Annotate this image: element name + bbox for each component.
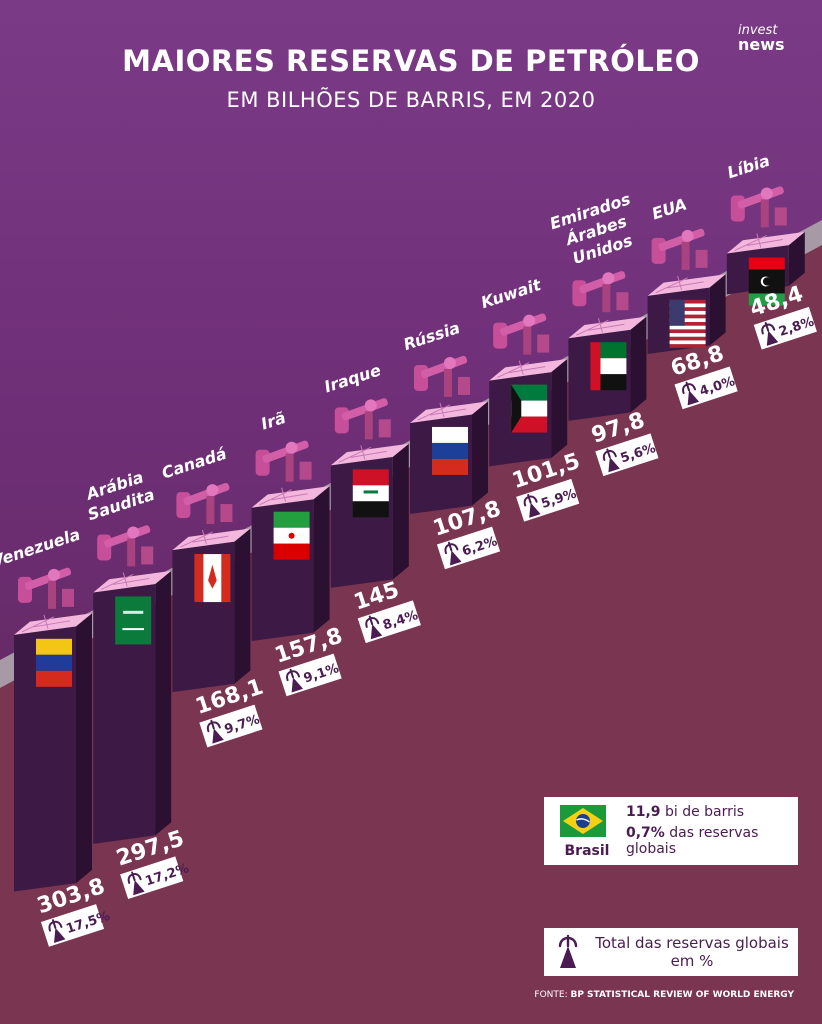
flag-russia-icon (432, 426, 468, 475)
country-label-line: Canadá (159, 444, 229, 483)
brasil-name: Brasil (564, 843, 610, 859)
country-label: Iraque (322, 360, 383, 396)
bar-front (93, 584, 156, 844)
brasil-share: 0,7% das reservas globais (626, 825, 794, 857)
oil-well-top-icon (655, 275, 704, 294)
pumpjack-kuwait-icon (493, 313, 550, 355)
bar-group-arabia-saudita: 297,517,2%ArábiaSaudita (79, 466, 191, 900)
oil-well-top-icon (21, 614, 71, 633)
bar-front (14, 626, 76, 892)
pumpjack-emirados-arabes-unidos-icon (572, 271, 629, 313)
bar-side (709, 274, 726, 346)
oil-well-top-icon (180, 529, 229, 548)
flag-kuwait-icon (511, 384, 548, 433)
pumpjack-ira-icon (255, 440, 312, 482)
bar-side (551, 358, 568, 458)
source-name: BP STATISTICAL REVIEW OF WORLD ENERGY (570, 990, 794, 1000)
brasil-reserves-value: 11,9 (626, 804, 661, 820)
chart-subtitle: EM BILHÕES DE BARRIS, EM 2020 (226, 88, 596, 112)
flag-usa-icon (669, 299, 706, 348)
brasil-reserves-unit: bi de barris (660, 804, 745, 820)
bar-side (472, 401, 488, 506)
logo-line1: invest (738, 23, 778, 38)
country-label-line: Iraque (322, 360, 383, 396)
brand-logo: invest news (738, 23, 785, 54)
logo-line2: news (738, 35, 785, 54)
country-label: Canadá (159, 444, 229, 483)
pumpjack-canada-icon (176, 482, 233, 525)
bar-side (76, 613, 92, 884)
country-label-line: Líbia (725, 151, 772, 182)
chart-title: MAIORES RESERVAS DE PETRÓLEO (122, 44, 700, 78)
oil-gusher-icon (558, 934, 578, 968)
brasil-panel: Brasil 11,9 bi de barris 0,7% das reserv… (544, 797, 798, 865)
pumpjack-arabia-saudita-icon (97, 525, 154, 567)
country-label-line: Irã (259, 408, 288, 434)
country-label-line: Venezuela (0, 525, 82, 572)
oil-well-top-icon (496, 360, 546, 379)
source-note: FONTE: BP STATISTICAL REVIEW OF WORLD EN… (534, 990, 794, 1000)
brasil-reserves: 11,9 bi de barris (626, 804, 744, 820)
country-label: Venezuela (0, 525, 82, 572)
brazil-flag-icon (560, 805, 606, 837)
oil-well-top-icon (734, 233, 783, 251)
flag-saudi-arabia-icon (115, 596, 152, 645)
bar-side (313, 486, 330, 633)
share-legend-text: Total das reservas globais em % (595, 934, 789, 970)
country-label: EmiradosÁrabesUnidos (547, 189, 645, 271)
oil-well-top-icon (417, 402, 467, 421)
oil-well-top-icon (576, 318, 625, 336)
brasil-share-text: das reservas globais (626, 825, 759, 857)
share-badge: 6,2% (436, 526, 501, 570)
country-label: Kuwait (479, 275, 545, 313)
share-legend: Total das reservas globais em % (544, 928, 798, 976)
country-label: EUA (649, 194, 689, 223)
country-label: Líbia (725, 151, 772, 182)
pumpjack-eua-icon (651, 228, 708, 270)
pumpjack-venezuela-icon (18, 567, 74, 609)
flag-iran-icon (273, 511, 310, 560)
share-badge: 5,9% (516, 478, 580, 522)
bar-group-emirados-arabes-unidos: 97,85,6%EmiradosÁrabesUnidos (547, 189, 659, 477)
bar-side (630, 316, 647, 413)
pumpjack-libia-icon (730, 186, 787, 228)
share-badge: 8,4% (357, 600, 421, 644)
country-label-line: Kuwait (479, 275, 545, 313)
bar-side (392, 443, 409, 580)
bar-group-eua: 68,84,0%EUA (647, 194, 738, 410)
country-label-line: Rússia (401, 318, 462, 354)
country-label: Rússia (401, 318, 462, 354)
pumpjack-russia-icon (414, 355, 470, 397)
oil-well-top-icon (100, 572, 150, 590)
brasil-share-value: 0,7% (626, 825, 665, 841)
bar-side (234, 528, 251, 684)
country-label-line: EUA (649, 194, 689, 223)
flag-uae-icon (590, 342, 627, 391)
source-prefix: FONTE: (534, 990, 571, 1000)
flag-venezuela-icon (36, 638, 72, 687)
bar-side (155, 570, 172, 836)
pumpjack-iraque-icon (334, 398, 391, 440)
flag-libya-icon (748, 257, 785, 306)
country-label: ArábiaSaudita (79, 466, 157, 524)
bar-side (788, 231, 805, 286)
flag-canada-icon (194, 554, 231, 603)
oil-well-top-icon (259, 487, 308, 506)
country-label: Irã (259, 408, 288, 434)
flag-iraq-icon (352, 469, 389, 518)
oil-well-top-icon (338, 445, 387, 463)
